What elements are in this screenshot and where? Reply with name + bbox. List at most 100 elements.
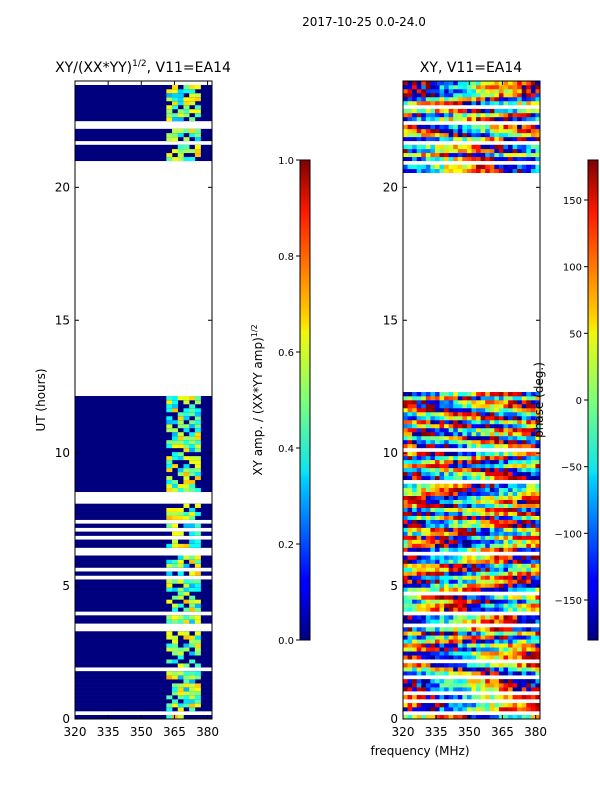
phase-cell	[416, 647, 422, 652]
colorbar-tick-label: −100	[555, 529, 582, 540]
phase-cell	[421, 707, 427, 712]
phase-cell	[412, 687, 417, 692]
phase-cell	[512, 483, 518, 489]
phase-cell	[526, 671, 532, 676]
phase-cell	[517, 467, 523, 473]
phase-cell	[425, 439, 431, 445]
amp-cell	[172, 435, 179, 441]
phase-cell	[421, 603, 427, 608]
phase-cell	[434, 136, 440, 142]
phase-cell	[453, 567, 459, 572]
phase-cell	[530, 124, 536, 130]
phase-cell	[466, 587, 472, 592]
phase-cell	[444, 511, 449, 516]
phase-cell	[530, 132, 536, 138]
phase-cell	[434, 503, 440, 508]
phase-cell	[526, 164, 532, 170]
phase-cell	[476, 459, 481, 465]
phase-cell	[489, 431, 495, 437]
phase-cell	[535, 559, 540, 564]
phase-cell	[512, 112, 518, 118]
phase-cell	[412, 567, 417, 572]
phase-cell	[425, 715, 431, 719]
phase-cell	[434, 435, 440, 441]
phase-cell	[434, 419, 440, 425]
phase-cell	[471, 92, 477, 98]
phase-cell	[403, 695, 408, 700]
phase-cell	[453, 132, 459, 138]
phase-cell	[489, 579, 495, 584]
phase-cell	[476, 152, 481, 158]
amp-row	[75, 659, 212, 664]
phase-cell	[517, 423, 523, 429]
phase-cell	[416, 483, 422, 489]
phase-cell	[521, 655, 527, 660]
phase-cell	[480, 156, 486, 162]
phase-cell	[444, 547, 449, 552]
phase-cell	[453, 595, 459, 600]
amp-cell	[177, 148, 184, 154]
phase-cell	[425, 407, 431, 413]
phase-cell	[476, 559, 481, 564]
phase-cell	[421, 443, 427, 449]
amp-cell	[166, 715, 173, 719]
phase-cell	[439, 639, 445, 644]
phase-cell	[526, 619, 532, 624]
phase-cell	[412, 563, 417, 568]
phase-cell	[489, 567, 495, 572]
phase-cell	[421, 435, 427, 441]
phase-cell	[466, 511, 472, 516]
phase-cell	[416, 655, 422, 660]
phase-cell	[530, 128, 536, 134]
phase-cell	[503, 100, 509, 106]
phase-cell	[526, 455, 532, 461]
phase-cell	[485, 599, 491, 604]
phase-cell	[485, 667, 491, 672]
phase-cell	[434, 559, 440, 564]
phase-cell	[512, 168, 518, 174]
phase-cell	[521, 527, 527, 532]
phase-cell	[489, 547, 495, 552]
phase-cell	[498, 84, 504, 90]
phase-cell	[489, 144, 495, 150]
phase-cell	[512, 403, 518, 409]
amp-xtick-label: 335	[97, 725, 120, 739]
amp-cell	[166, 475, 173, 481]
phase-cell	[526, 471, 532, 477]
amp-cell	[166, 515, 173, 520]
phase-cell	[457, 603, 463, 608]
phase-cell	[425, 539, 431, 544]
phase-cell	[526, 527, 532, 532]
amp-cell	[177, 651, 184, 656]
phase-cell	[425, 571, 431, 576]
phase-cell	[416, 439, 422, 445]
phase-cell	[434, 396, 440, 401]
phase-cell	[416, 108, 422, 114]
phase-cell	[448, 487, 454, 493]
phase-cell	[508, 567, 513, 572]
phase-cell	[498, 128, 504, 134]
phase-cell	[503, 435, 509, 441]
phase-cell	[535, 455, 540, 461]
phase-cell	[416, 547, 422, 552]
amp-cell	[194, 643, 201, 648]
phase-cell	[494, 439, 500, 445]
phase-cell	[407, 435, 413, 441]
phase-cell	[453, 495, 459, 500]
phase-cell	[530, 531, 536, 536]
phase-cell	[471, 463, 477, 469]
phase-cell	[462, 396, 468, 401]
phase-cell	[480, 519, 486, 524]
phase-cell	[453, 471, 459, 477]
phase-cell	[494, 519, 500, 524]
phase-cell	[448, 415, 454, 421]
phase-cell	[448, 607, 454, 612]
phase-cell	[471, 523, 477, 528]
phase-cell	[471, 651, 477, 656]
phase-cell	[448, 400, 454, 405]
phase-cell	[508, 435, 513, 441]
phase-cell	[421, 136, 427, 142]
phase-cell	[485, 427, 491, 433]
phase-cell	[448, 663, 454, 668]
phase-cell	[444, 647, 449, 652]
